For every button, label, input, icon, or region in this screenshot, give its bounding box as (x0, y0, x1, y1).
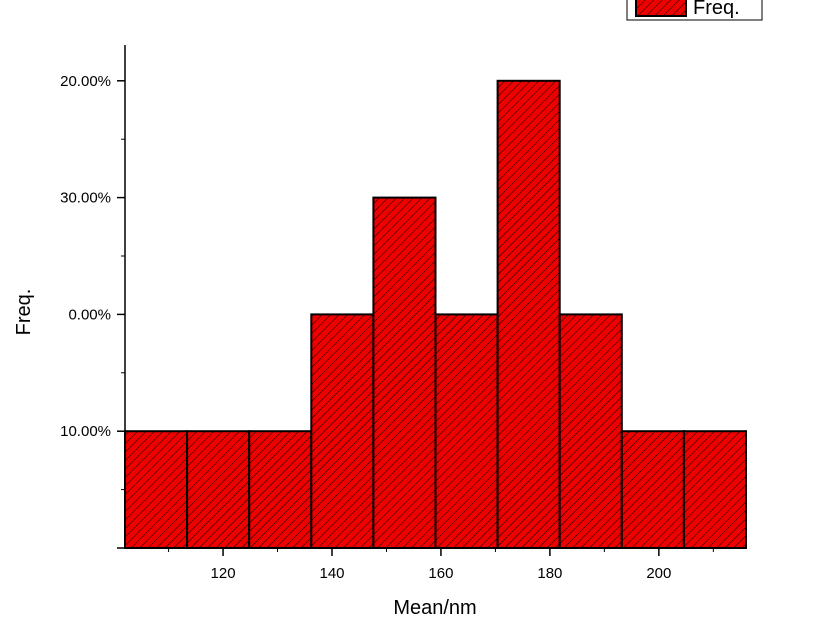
histogram-bar (620, 430, 685, 550)
histogram-bar (372, 196, 437, 549)
y-tick-label: 20.00% (60, 73, 111, 90)
histogram-bar (682, 430, 748, 550)
x-tick-label: 200 (646, 565, 671, 582)
histogram-bar (558, 313, 623, 549)
histogram-bar (248, 430, 313, 550)
y-tick-label: 10.00% (60, 423, 111, 440)
histogram-bar (434, 313, 499, 549)
axes-group: 10.00% 0.00% 30.00% 20.00% 120 140 160 180 200 (60, 45, 746, 582)
legend: Freq. (626, 0, 763, 21)
histogram-bar (124, 430, 189, 550)
x-tick-label: 140 (319, 565, 344, 582)
histogram-bar (186, 430, 251, 550)
y-axis-title: Freq. (13, 289, 35, 336)
x-tick-label: 180 (537, 565, 562, 582)
legend-swatch (635, 0, 687, 17)
bars-group (124, 79, 748, 550)
histogram-bar (310, 313, 375, 549)
y-tick-label: 30.00% (60, 190, 111, 207)
x-tick-label: 120 (211, 565, 236, 582)
x-tick-label: 160 (428, 565, 453, 582)
y-tick-label: 0.00% (68, 306, 111, 323)
x-axis-title: Mean/nm (393, 597, 476, 619)
legend-label: Freq. (693, 0, 740, 19)
histogram-bar (496, 79, 561, 550)
